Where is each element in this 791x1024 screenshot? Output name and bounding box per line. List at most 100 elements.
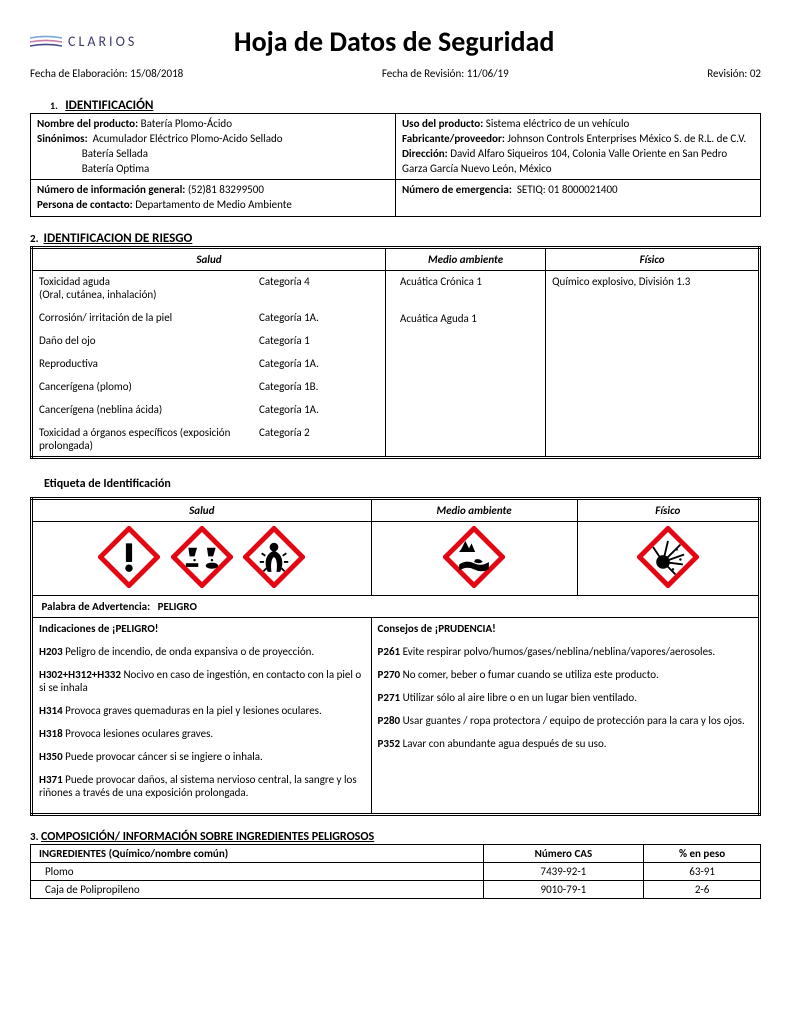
picto-col-ambiente: Medio ambiente [371, 499, 577, 522]
s1-num: 1. [30, 99, 58, 112]
health-item-cat: Categoría 1A. [259, 357, 379, 370]
hazard-statement: H371 Puede provocar daños, al sistema ne… [39, 773, 365, 799]
info-num-label: Número de información general: [37, 183, 185, 196]
health-item-cat: Categoría 1A. [259, 403, 379, 416]
precaution-statement: P261 Evite respirar polvo/humos/gases/ne… [378, 645, 752, 658]
picto-health-cell [32, 522, 372, 596]
section-2-header: 2. IDENTIFICACION DE RIESGO [30, 231, 761, 246]
syn3: Batería Optima [82, 162, 150, 175]
ing-col1: INGREDIENTES (Químico/nombre común) [39, 847, 228, 860]
clarios-mark-icon [30, 34, 62, 50]
contact-value: Departamento de Medio Ambiente [135, 198, 292, 211]
risk-table: Salud Medio ambiente Físico Toxicidad ag… [30, 246, 761, 459]
syn-label: Sinónimos: [37, 132, 88, 145]
rev-value: 02 [750, 67, 761, 80]
syn1: Acumulador Eléctrico Plomo-Acido Sellado [93, 132, 283, 145]
health-item-name: Corrosión/ irritación de la piel [39, 311, 259, 324]
health-item-name: Cancerígena (plomo) [39, 380, 259, 393]
section-1-header: 1. IDENTIFICACIÓN [30, 98, 761, 113]
health-item-cat: Categoría 4 [259, 275, 379, 301]
ing-name: Plomo [31, 863, 484, 881]
ing-name: Caja de Polipropileno [31, 881, 484, 899]
environment-hazard-icon [443, 526, 505, 591]
health-item-name: Toxicidad a órganos específicos (exposic… [39, 426, 259, 452]
col-ambiente: Medio ambiente [386, 248, 546, 271]
revdate-value: 11/06/19 [467, 67, 509, 80]
hazard-statement: H314 Provoca graves quemaduras en la pie… [39, 704, 365, 717]
caution-heading: Consejos de ¡PRUDENCIA! [378, 622, 496, 635]
mfr-label: Fabricante/proveedor: [402, 132, 505, 145]
use-value: Sistema eléctrico de un vehículo [486, 117, 630, 130]
emerg-value: SETIQ: 01 8000021400 [517, 183, 618, 196]
hazard-statement: H318 Provoca lesiones oculares graves. [39, 727, 365, 740]
warn-label: Palabra de Advertencia: [42, 600, 151, 613]
health-item-cat: Categoría 1 [259, 334, 379, 347]
elab-value: 15/08/2018 [130, 67, 183, 80]
brand-name: CLARIOS [68, 33, 137, 50]
identification-table: Nombre del producto: Batería Plomo-Ácido… [30, 113, 761, 217]
warn-value: PELIGRO [158, 600, 197, 613]
health-cell: Toxicidad aguda(Oral, cutánea, inhalació… [32, 271, 386, 458]
emerg-label: Número de emergencia: [402, 183, 512, 196]
revdate-label: Fecha de Revisión: [382, 67, 464, 80]
syn2: Batería Sellada [82, 147, 148, 160]
phys-cell: Químico explosivo, División 1.3 [546, 271, 760, 458]
picto-env-cell [371, 522, 577, 596]
phys1: Químico explosivo, División 1.3 [552, 275, 752, 288]
health-item-name: Daño del ojo [39, 334, 259, 347]
ing-pct: 2-6 [644, 881, 761, 899]
addr-value: David Alfaro Siqueiros 104, Colonia Vall… [402, 147, 727, 175]
env2: Acuática Aguda 1 [392, 312, 539, 325]
hazard-statement: H350 Puede provocar cáncer si se ingiere… [39, 750, 365, 763]
env-cell: Acuática Crónica 1 Acuática Aguda 1 [386, 271, 546, 458]
ing-cas: 7439-92-1 [483, 863, 644, 881]
precaution-statement: P352 Lavar con abundante agua después de… [378, 737, 752, 750]
product-name-label: Nombre del producto: [37, 117, 138, 130]
col-fisico: Físico [546, 248, 760, 271]
s2-title: IDENTIFICACION DE RIESGO [44, 231, 193, 246]
health-item-cat: Categoría 1B. [259, 380, 379, 393]
picto-col-fisico: Físico [577, 499, 759, 522]
explosive-hazard-icon [637, 526, 699, 591]
elab-label: Fecha de Elaboración: [30, 67, 128, 80]
ing-col2: Número CAS [535, 847, 593, 860]
s3-num: 3. [30, 830, 39, 843]
section-3-header: 3. COMPOSICIÓN/ INFORMACIÓN SOBRE INGRED… [30, 830, 761, 844]
rev-label: Revisión: [707, 67, 747, 80]
danger-heading: Indicaciones de ¡PELIGRO! [39, 622, 158, 635]
health-item-cat: Categoría 1A. [259, 311, 379, 324]
meta-row: Fecha de Elaboración: 15/08/2018 Fecha d… [30, 67, 761, 80]
contact-label: Persona de contacto: [37, 198, 133, 211]
ing-pct: 63-91 [644, 863, 761, 881]
hazard-statement: H302+H312+H332 Nocivo en caso de ingesti… [39, 668, 365, 694]
warning-word-row: Palabra de Advertencia: PELIGRO [32, 596, 760, 618]
health-item-name: Toxicidad aguda(Oral, cutánea, inhalació… [39, 275, 259, 301]
env1: Acuática Crónica 1 [392, 275, 539, 288]
s1-title: IDENTIFICACIÓN [65, 98, 153, 113]
exclamation-hazard-icon [98, 526, 160, 591]
page-title: Hoja de Datos de Seguridad [137, 24, 651, 59]
precaution-statement: P270 No comer, beber o fumar cuando se u… [378, 668, 752, 681]
caution-cell: Consejos de ¡PRUDENCIA! P261 Evite respi… [371, 618, 759, 815]
s2-num: 2. [30, 232, 39, 245]
danger-cell: Indicaciones de ¡PELIGRO! H203 Peligro d… [32, 618, 372, 815]
ingredient-row: Caja de Polipropileno9010-79-12-6 [31, 881, 761, 899]
picto-phys-cell [577, 522, 759, 596]
brand-logo: CLARIOS [30, 33, 137, 50]
health-hazard-icon [243, 526, 305, 591]
ingredient-row: Plomo7439-92-163-91 [31, 863, 761, 881]
addr-label: Dirección: [402, 147, 448, 160]
precaution-statement: P280 Usar guantes / ropa protectora / eq… [378, 714, 752, 727]
product-name-value: Batería Plomo-Ácido [141, 117, 232, 130]
s3-title: COMPOSICIÓN/ INFORMACIÓN SOBRE INGREDIEN… [41, 830, 374, 844]
page-header: CLARIOS Hoja de Datos de Seguridad [30, 24, 761, 59]
hazard-statement: H203 Peligro de incendio, de onda expans… [39, 645, 365, 658]
health-item-cat: Categoría 2 [259, 426, 379, 452]
health-item-name: Reproductiva [39, 357, 259, 370]
health-item-name: Cancerígena (neblina ácida) [39, 403, 259, 416]
ing-col3: % en peso [679, 847, 725, 860]
corrosion-hazard-icon [171, 526, 233, 591]
pictogram-table: Salud Medio ambiente Físico Palabra de A… [30, 497, 761, 816]
precaution-statement: P271 Utilizar sólo al aire libre o en un… [378, 691, 752, 704]
picto-col-salud: Salud [32, 499, 372, 522]
